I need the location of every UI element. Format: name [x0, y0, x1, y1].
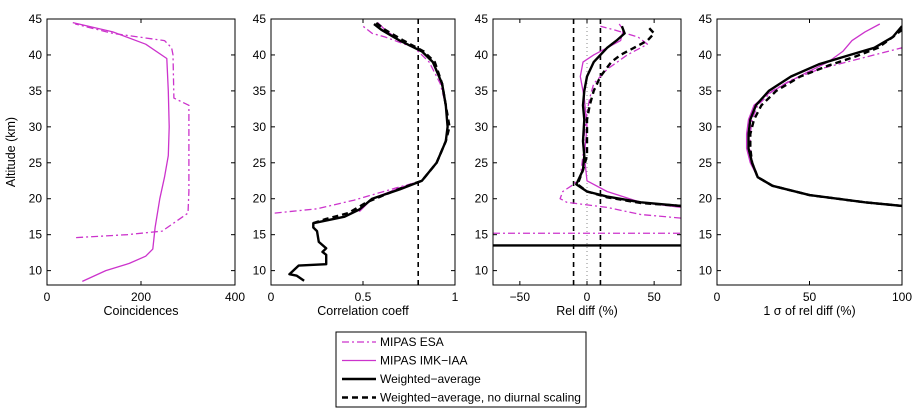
x-tick-label: 1: [452, 290, 459, 304]
legend-label-weighted-average: Weighted−average: [380, 372, 481, 386]
series-line-mipas-esa-panel-3: [559, 25, 681, 219]
x-tick-label: 0: [714, 290, 721, 304]
axes-frame-1: [46, 18, 236, 286]
x-tick-label: 50: [647, 290, 661, 304]
x-tick-label: 400: [225, 290, 245, 304]
y-tick-label: 30: [253, 120, 267, 134]
y-tick-label: 35: [699, 84, 713, 98]
y-axis-label: Altitude (km): [4, 117, 18, 187]
y-tick-label: 35: [29, 84, 43, 98]
x-tick-label: 0.5: [355, 290, 372, 304]
series-line-weighted-average-no-diurnal-scaling-panel-4: [749, 28, 902, 208]
plot-area-3: [493, 19, 681, 285]
y-tick-label: 25: [253, 156, 267, 170]
series-line-mipas-imk-iaa-panel-3: [579, 23, 681, 209]
y-tick-label: 15: [29, 228, 43, 242]
series-line-weighted-average-no-diurnal-scaling-panel-3: [576, 25, 681, 208]
y-tick-label: 40: [699, 48, 713, 62]
series-line-mipas-esa-panel-2: [274, 25, 449, 214]
x-tick-label: 0: [44, 290, 51, 304]
panel-4: 10 15 20 25 30 35 40 45 0 50 100 1 σ of rel diff (%…: [699, 12, 913, 318]
y-tick-label: 45: [29, 12, 43, 26]
y-tick-label: 30: [475, 120, 489, 134]
y-tick-label: 40: [29, 48, 43, 62]
y-tick-label: 15: [475, 228, 489, 242]
y-tick-label: 40: [475, 48, 489, 62]
y-tick-label: 20: [29, 192, 43, 206]
y-tick-label: 45: [699, 12, 713, 26]
series-line-weighted-average-panel-2: [288, 23, 449, 282]
legend-label-mipas-imk-iaa: MIPAS IMK−IAA: [380, 354, 467, 368]
x-axis-label: Rel diff (%): [556, 304, 618, 318]
y-tick-label: 40: [253, 48, 267, 62]
x-axis-label: 1 σ of rel diff (%): [763, 304, 855, 318]
x-tick-label: 100: [892, 290, 912, 304]
x-axis-label: Coincidences: [103, 304, 178, 318]
x-tick-label: 50: [803, 290, 817, 304]
x-axis-label: Correlation coeff: [317, 304, 409, 318]
legend-box: [335, 331, 587, 408]
legend: MIPAS ESA MIPAS IMK−IAA Weighted−average We…: [335, 331, 587, 408]
x-tick-label: 0: [268, 290, 275, 304]
plot-area-4: [745, 23, 902, 208]
series-line-mipas-esa-panel-1: [75, 23, 190, 239]
y-tick-label: 10: [29, 264, 43, 278]
legend-label-mipas-esa: MIPAS ESA: [380, 335, 444, 349]
plot-area-2: [274, 19, 451, 285]
y-tick-label: 30: [29, 120, 43, 134]
y-tick-label: 10: [699, 264, 713, 278]
y-tick-label: 45: [475, 12, 489, 26]
y-tick-label: 15: [253, 228, 267, 242]
axes-frame-4: [716, 18, 903, 286]
y-tick-label: 20: [253, 192, 267, 206]
y-tick-label: 15: [699, 228, 713, 242]
legend-label-weighted-average-no-diurnal-scaling: Weighted−average, no diurnal scaling: [380, 391, 581, 405]
y-tick-label: 10: [475, 264, 489, 278]
y-tick-label: 45: [253, 12, 267, 26]
plot-area-1: [72, 21, 190, 282]
series-line-mipas-imk-iaa-panel-4: [745, 23, 902, 207]
axes-frame-2: [270, 18, 456, 286]
y-tick-label: 25: [475, 156, 489, 170]
series-line-mipas-imk-iaa-panel-2: [358, 22, 449, 213]
y-tick-label: 35: [253, 84, 267, 98]
series-line-weighted-average-panel-4: [747, 25, 902, 208]
x-tick-label: 0: [584, 290, 591, 304]
y-tick-label: 10: [253, 264, 267, 278]
panel-1: 10 15 20 25 30 35 40 45 0 200 400 Coincidences Altit…: [4, 12, 245, 318]
y-tick-label: 30: [699, 120, 713, 134]
x-tick-label: 200: [131, 290, 151, 304]
series-line-weighted-average-no-diurnal-scaling-panel-2: [312, 21, 451, 225]
series-line-mipas-imk-iaa-panel-1: [72, 21, 170, 282]
x-tick-label: −50: [510, 290, 531, 304]
series-line-weighted-average-panel-3: [575, 25, 681, 208]
y-tick-label: 20: [699, 192, 713, 206]
y-tick-label: 20: [475, 192, 489, 206]
panel-3: 10 15 20 25 30 35 40 45 −50 0 50 Rel diff (%): [475, 12, 682, 318]
panel-2: 10 15 20 25 30 35 40 45 0 0.5 1 Correlation coeff: [253, 12, 459, 318]
y-tick-label: 35: [475, 84, 489, 98]
y-tick-label: 25: [699, 156, 713, 170]
y-tick-label: 25: [29, 156, 43, 170]
series-line-mipas-esa-panel-4: [749, 47, 902, 207]
